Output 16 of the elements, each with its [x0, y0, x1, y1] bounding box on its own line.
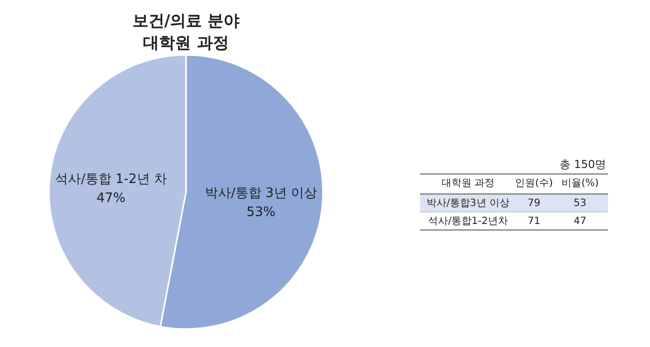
text: 인원(수)	[515, 178, 553, 189]
text: 79	[528, 198, 540, 209]
text: 총 150명	[560, 158, 606, 171]
text: 53	[574, 198, 586, 209]
text: 비율(%)	[561, 178, 599, 189]
slice-label: 박사/통합 3년 이상	[205, 186, 317, 202]
text: 박사/통합3년 이상	[426, 198, 510, 209]
chart-subtitle: 대학원 과정	[143, 33, 229, 52]
data-label: 53%	[246, 205, 276, 220]
slice-label: 석사/통합 1-2년 차	[55, 172, 167, 187]
text: 71	[528, 216, 540, 227]
data-label: 47%	[96, 190, 126, 206]
text: 석사/통합1-2년차	[428, 216, 508, 227]
text: 47	[574, 216, 586, 227]
chart-title: 보건/의료 분야	[132, 11, 240, 30]
text: 대학원 과정	[441, 178, 495, 189]
